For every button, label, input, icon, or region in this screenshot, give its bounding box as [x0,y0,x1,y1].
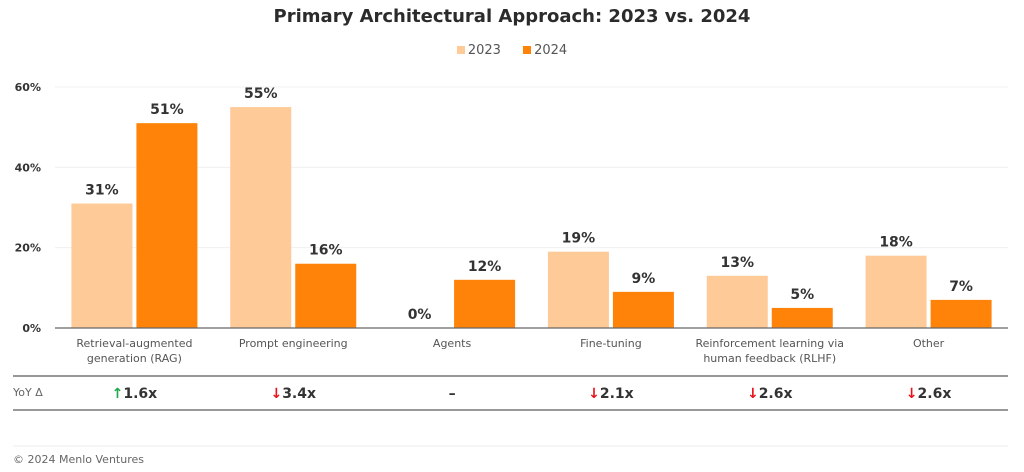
bar-2023 [547,251,609,328]
data-label-2023: 18% [879,235,913,251]
data-label-2023: 13% [720,255,754,271]
x-tick-label: Reinforcement learning via [695,337,844,350]
x-tick-label: Prompt engineering [239,337,348,350]
bar-2024 [771,307,833,328]
yoy-row-label: YoY Δ [13,386,43,399]
x-tick-label: Retrieval-augmented [76,337,192,350]
x-tick-label: human feedback (RLHF) [703,352,836,365]
bar-2024 [612,291,674,328]
yoy-value: ↓3.4x [270,386,316,402]
bar-2024 [454,279,516,328]
yoy-text: 2.6x [759,386,793,402]
data-label-2023: 31% [85,182,119,198]
arrow-down-icon: ↓ [588,386,600,402]
arrow-down-icon: ↓ [270,386,282,402]
arrow-up-icon: ↑ [112,386,124,402]
yoy-value: ↑1.6x [112,386,158,402]
y-tick-label: 40% [15,161,41,174]
bar-2023 [865,255,927,328]
y-tick-label: 60% [15,81,41,94]
bar-2024 [295,263,357,328]
legend-swatch-2024 [523,45,532,54]
legend-swatch-2023 [456,45,465,54]
data-label-2024: 12% [468,259,502,275]
data-label-2024: 9% [632,271,656,287]
bar-2024 [930,299,992,328]
copyright-footer: © 2024 Menlo Ventures [13,453,144,466]
yoy-text: – [449,386,456,402]
data-label-2023: 19% [562,231,596,247]
yoy-value: ↓2.6x [906,386,952,402]
arrow-down-icon: ↓ [906,386,918,402]
legend-item-2024: 2024 [523,43,567,58]
legend-label-2024: 2024 [534,43,568,58]
yoy-text: 2.6x [918,386,952,402]
data-label-2024: 7% [949,279,973,295]
y-tick-label: 0% [22,322,41,335]
x-tick-label: Agents [433,337,472,350]
yoy-value: ↓2.6x [747,386,793,402]
arrow-down-icon: ↓ [747,386,759,402]
bar-2023 [230,107,292,328]
x-tick-label: generation (RAG) [87,352,182,365]
legend-label-2023: 2023 [467,43,501,58]
y-tick-label: 20% [15,242,41,255]
yoy-text: 2.1x [600,386,634,402]
bar-2023 [706,275,768,328]
bar-2024 [136,123,198,329]
yoy-value: ↓2.1x [588,386,634,402]
data-label-2023: 55% [244,86,278,102]
data-label-2024: 5% [790,287,814,303]
bar-2023 [71,203,133,328]
data-label-2024: 51% [150,102,184,118]
yoy-text: 3.4x [282,386,316,402]
data-label-2023: 0% [408,307,432,323]
legend: 2023 2024 [0,43,1024,58]
x-tick-label: Other [913,337,945,350]
legend-item-2023: 2023 [456,43,501,58]
x-tick-label: Fine-tuning [580,337,642,350]
data-label-2024: 16% [309,243,343,259]
yoy-text: 1.6x [123,386,157,402]
chart-title: Primary Architectural Approach: 2023 vs.… [273,6,751,27]
yoy-value: – [449,386,456,402]
